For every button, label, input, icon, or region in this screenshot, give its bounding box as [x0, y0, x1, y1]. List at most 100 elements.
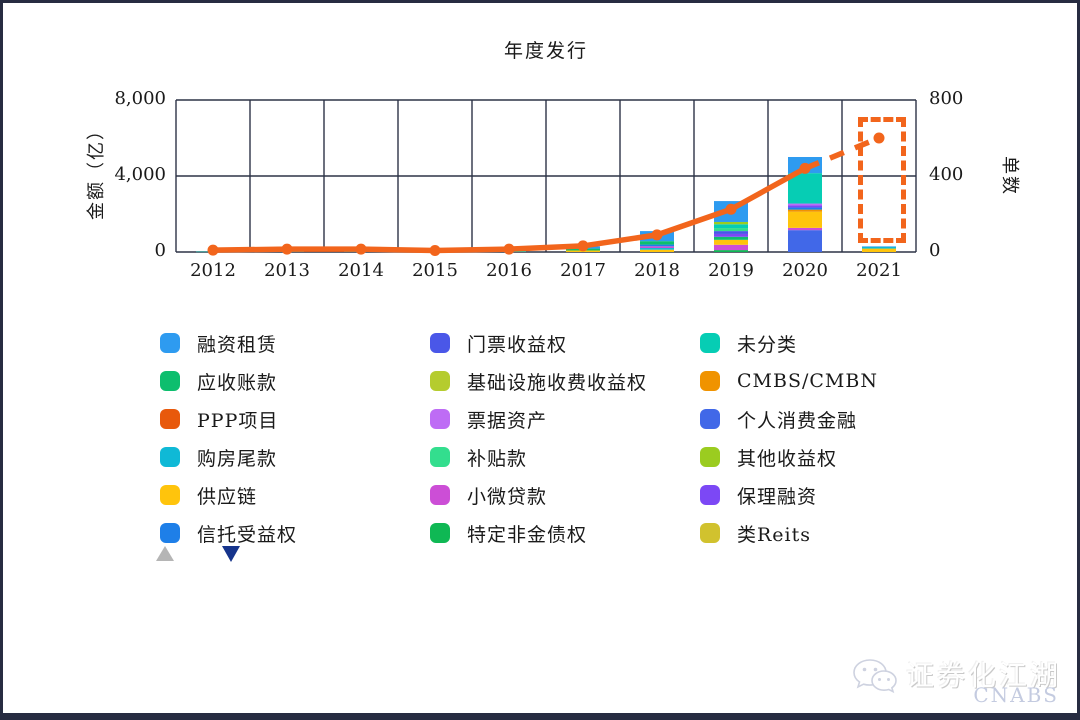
watermark-sub-text: CNABS	[973, 683, 1059, 707]
legend-swatch	[700, 485, 720, 505]
legend-label: 基础设施收费收益权	[467, 371, 648, 394]
legend-label: 信托受益权	[197, 523, 298, 546]
legend-label: PPP项目	[197, 409, 279, 432]
right-axis-tick-label: 0	[929, 240, 941, 261]
bar-segment-2021	[862, 246, 896, 247]
bar-segment-2019	[714, 250, 748, 252]
legend-item[interactable]: PPP项目	[160, 400, 430, 438]
legend-swatch	[430, 523, 450, 543]
legend-item[interactable]: CMBS/CMBN	[700, 362, 972, 400]
legend-label: 小微贷款	[467, 485, 548, 508]
left-axis-tick-label: 4,000	[114, 164, 166, 185]
legend-label: 票据资产	[467, 409, 548, 432]
legend-item[interactable]: 购房尾款	[160, 438, 430, 476]
bar-segment-2019	[714, 244, 748, 251]
legend-swatch	[430, 485, 450, 505]
x-axis-tick-label-2013: 2013	[264, 260, 310, 281]
bar-segment-2019	[714, 228, 748, 232]
left-axis-tick-label: 8,000	[114, 88, 166, 109]
x-axis-tick-label-2019: 2019	[708, 260, 754, 281]
bar-segment-2020	[788, 207, 822, 210]
bar-segment-2021	[862, 246, 896, 249]
bar-segment-2019	[714, 224, 748, 229]
bar-segment-2018	[640, 241, 674, 245]
bar-segment-2019	[714, 239, 748, 245]
bar-segment-2020	[788, 173, 822, 204]
bar-segment-2018	[640, 249, 674, 252]
legend-item[interactable]: 基础设施收费收益权	[430, 362, 700, 400]
bar-segment-2019	[714, 221, 748, 225]
legend-item[interactable]: 票据资产	[430, 400, 700, 438]
bar-segment-2020	[788, 230, 822, 252]
x-axis-tick-label-2021: 2021	[856, 260, 902, 281]
legend-swatch	[700, 523, 720, 543]
bar-segment-2018	[640, 244, 674, 247]
x-axis-tick-label-2020: 2020	[782, 260, 828, 281]
x-axis-tick-label-2017: 2017	[560, 260, 606, 281]
legend-swatch	[160, 371, 180, 391]
legend-label: 类Reits	[737, 523, 812, 546]
x-axis-tick-label-2018: 2018	[634, 260, 680, 281]
bar-segment-2018	[640, 246, 674, 249]
bar-segment-2020	[788, 209, 822, 212]
legend-item[interactable]: 特定非金债权	[430, 514, 700, 552]
legend-item[interactable]: 应收账款	[160, 362, 430, 400]
legend-item[interactable]: 供应链	[160, 476, 430, 514]
legend-swatch	[430, 333, 450, 353]
legend-label: 购房尾款	[197, 447, 278, 470]
legend-item[interactable]: 融资租赁	[160, 324, 430, 362]
legend-scroll-down-icon[interactable]	[222, 546, 240, 562]
right-axis-tick-label: 400	[929, 164, 964, 185]
x-axis-tick-label-2012: 2012	[190, 260, 236, 281]
bar-segment-2020	[788, 227, 822, 231]
legend-swatch	[700, 333, 720, 353]
bar-segment-2021	[862, 248, 896, 252]
legend-swatch	[430, 409, 450, 429]
bar-segment-2020	[788, 211, 822, 228]
bar-segment-2019	[714, 236, 748, 240]
legend-scroll-up-icon[interactable]	[156, 546, 174, 561]
legend-label: 补贴款	[467, 447, 528, 470]
x-axis-tick-label-2014: 2014	[338, 260, 384, 281]
legend-label: 特定非金债权	[467, 523, 588, 546]
legend-label: 其他收益权	[737, 447, 838, 470]
legend-item[interactable]: 小微贷款	[430, 476, 700, 514]
legend-swatch	[160, 333, 180, 353]
legend-label: 应收账款	[197, 371, 278, 394]
legend-swatch	[160, 447, 180, 467]
bar-segment-2019	[714, 233, 748, 237]
chart-canvas	[175, 99, 917, 256]
legend-label: CMBS/CMBN	[737, 370, 878, 392]
legend-swatch	[160, 485, 180, 505]
legend-item[interactable]: 类Reits	[700, 514, 972, 552]
legend-item[interactable]: 其他收益权	[700, 438, 972, 476]
legend-swatch	[160, 409, 180, 429]
legend-item[interactable]: 补贴款	[430, 438, 700, 476]
highlight-dashed-box-2021	[858, 117, 906, 243]
legend-label: 未分类	[737, 333, 798, 356]
legend-item[interactable]: 保理融资	[700, 476, 972, 514]
legend: 融资租赁应收账款 PPP项目购房尾款供应链信托受益权 门票收益权基础设施收费收益权票…	[160, 324, 972, 552]
legend-swatch	[700, 371, 720, 391]
legend-label: 供应链	[197, 485, 258, 508]
bar-segment-2020	[788, 205, 822, 208]
x-axis-tick-label-2016: 2016	[486, 260, 532, 281]
watermark-brand-text: 证券化江湖	[905, 659, 1061, 692]
right-axis-tick-label: 800	[929, 88, 964, 109]
legend-swatch	[700, 447, 720, 467]
legend-swatch	[700, 409, 720, 429]
legend-label: 门票收益权	[467, 333, 568, 356]
legend-item[interactable]: 门票收益权	[430, 324, 700, 362]
bar-segment-2018	[640, 248, 674, 250]
legend-item[interactable]: 信托受益权	[160, 514, 430, 552]
legend-label: 融资租赁	[197, 333, 278, 356]
legend-label: 个人消费金融	[737, 409, 858, 432]
legend-item[interactable]: 个人消费金融	[700, 400, 972, 438]
legend-swatch	[430, 371, 450, 391]
legend-item[interactable]: 未分类	[700, 324, 972, 362]
legend-swatch	[430, 447, 450, 467]
chart-title: 年度发行	[503, 40, 588, 62]
wechat-icon	[852, 657, 898, 701]
bar-segment-2020	[788, 203, 822, 206]
